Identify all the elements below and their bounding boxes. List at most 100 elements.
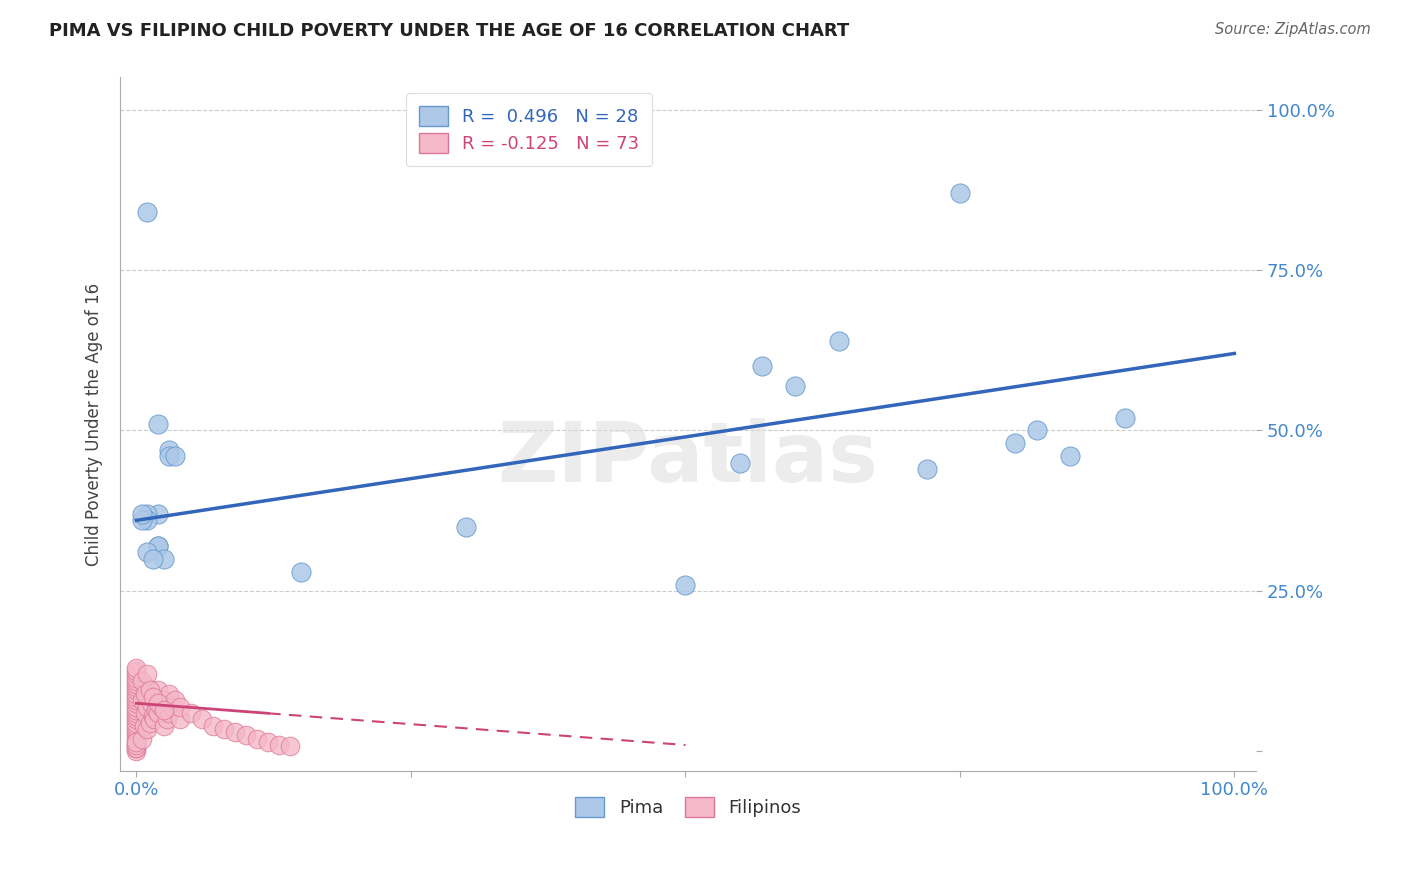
Point xyxy=(136,687,159,701)
Point xyxy=(125,731,148,746)
Point xyxy=(153,719,176,733)
Point xyxy=(454,520,477,534)
Point xyxy=(157,449,180,463)
Point xyxy=(148,417,170,431)
Point xyxy=(160,699,183,714)
Point xyxy=(202,719,225,733)
Point xyxy=(125,706,148,720)
Point xyxy=(125,738,148,752)
Point xyxy=(278,739,301,754)
Point xyxy=(257,735,280,749)
Point xyxy=(169,699,191,714)
Point xyxy=(125,683,148,698)
Point xyxy=(136,513,159,527)
Point xyxy=(290,565,312,579)
Point xyxy=(136,722,159,736)
Point xyxy=(125,722,148,736)
Point xyxy=(136,667,159,681)
Point xyxy=(125,741,148,756)
Point xyxy=(148,696,170,710)
Point xyxy=(148,539,170,553)
Point xyxy=(148,706,170,720)
Point xyxy=(134,706,156,720)
Point xyxy=(131,731,153,746)
Point xyxy=(125,690,148,704)
Point xyxy=(148,539,170,553)
Y-axis label: Child Poverty Under the Age of 16: Child Poverty Under the Age of 16 xyxy=(86,283,103,566)
Point xyxy=(125,667,148,681)
Point xyxy=(1004,436,1026,450)
Point xyxy=(142,690,165,704)
Point xyxy=(1114,410,1136,425)
Point xyxy=(1059,449,1081,463)
Point xyxy=(153,693,176,707)
Point xyxy=(134,719,156,733)
Point xyxy=(125,712,148,726)
Point xyxy=(125,661,148,675)
Point xyxy=(125,671,148,685)
Point xyxy=(131,507,153,521)
Point xyxy=(125,728,148,742)
Point xyxy=(125,719,148,733)
Point xyxy=(246,731,269,746)
Point xyxy=(125,687,148,701)
Point xyxy=(157,687,180,701)
Point xyxy=(136,507,159,521)
Point xyxy=(125,703,148,717)
Point xyxy=(136,205,159,219)
Point xyxy=(142,552,165,566)
Point xyxy=(156,712,179,726)
Text: Source: ZipAtlas.com: Source: ZipAtlas.com xyxy=(1215,22,1371,37)
Point xyxy=(214,722,236,736)
Point xyxy=(139,696,162,710)
Point xyxy=(131,513,153,527)
Point xyxy=(142,709,165,723)
Text: ZIPatlas: ZIPatlas xyxy=(498,418,879,500)
Point xyxy=(148,507,170,521)
Point xyxy=(153,703,176,717)
Point xyxy=(224,725,246,739)
Point xyxy=(915,462,938,476)
Point xyxy=(145,703,167,717)
Point xyxy=(136,545,159,559)
Point xyxy=(235,728,257,742)
Point xyxy=(730,456,752,470)
Point xyxy=(125,738,148,752)
Point xyxy=(785,378,807,392)
Point xyxy=(125,735,148,749)
Point xyxy=(828,334,851,348)
Point xyxy=(673,577,696,591)
Point xyxy=(138,715,160,730)
Point xyxy=(131,673,153,688)
Legend: Pima, Filipinos: Pima, Filipinos xyxy=(568,789,808,824)
Point xyxy=(125,735,148,749)
Point xyxy=(138,683,160,698)
Point xyxy=(143,712,166,726)
Point xyxy=(125,725,148,739)
Point xyxy=(180,706,202,720)
Point xyxy=(269,738,291,752)
Point xyxy=(125,744,148,758)
Point xyxy=(125,664,148,678)
Point xyxy=(125,741,148,756)
Point xyxy=(751,359,773,374)
Point xyxy=(125,677,148,691)
Text: PIMA VS FILIPINO CHILD POVERTY UNDER THE AGE OF 16 CORRELATION CHART: PIMA VS FILIPINO CHILD POVERTY UNDER THE… xyxy=(49,22,849,40)
Point xyxy=(136,699,159,714)
Point xyxy=(125,699,148,714)
Point xyxy=(153,552,176,566)
Point xyxy=(169,712,191,726)
Point xyxy=(157,706,180,720)
Point xyxy=(191,712,214,726)
Point xyxy=(125,673,148,688)
Point xyxy=(163,693,186,707)
Point xyxy=(125,709,148,723)
Point xyxy=(135,680,157,694)
Point xyxy=(949,186,972,200)
Point xyxy=(125,693,148,707)
Point xyxy=(163,449,186,463)
Point xyxy=(131,693,153,707)
Point xyxy=(157,442,180,457)
Point xyxy=(149,699,172,714)
Point xyxy=(148,683,170,698)
